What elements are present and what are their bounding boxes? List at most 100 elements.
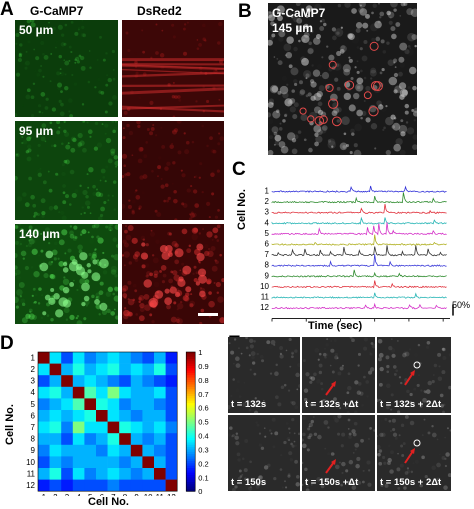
row-label: 9	[31, 446, 36, 455]
panel-a-letter: A	[0, 0, 14, 20]
heatmap-cell	[107, 363, 120, 376]
colorbar-step	[186, 391, 196, 395]
heatmap-cell	[38, 468, 50, 480]
col-label: 11	[156, 493, 165, 496]
trace-label-11: 11	[261, 292, 270, 301]
e-time-label: t = 150s + 2Δt	[380, 477, 442, 488]
e-time-label: t = 132s +Δt	[305, 399, 359, 410]
colorbar-step	[186, 410, 196, 413]
e-frame-1-2: t = 132s +Δt	[302, 337, 375, 413]
heatmap-cell	[96, 433, 108, 446]
heatmap-cell	[61, 386, 74, 399]
heatmap-cell	[72, 352, 85, 364]
heatmap-cell	[96, 456, 108, 469]
depth-label-50: 50 µm	[19, 23, 54, 37]
colorbar-step	[186, 400, 196, 404]
colorbar-step	[186, 481, 196, 485]
trace-cell-5	[271, 222, 447, 236]
colorbar-frame	[185, 351, 196, 492]
colorbar-tick-label: 0.2	[198, 459, 208, 468]
heatmap-cell	[49, 468, 62, 480]
colorbar-step	[186, 352, 196, 355]
heatmap-cell	[165, 433, 178, 446]
colorbar-step	[186, 421, 196, 425]
colorbar-step	[186, 465, 196, 469]
col-label: 5	[88, 493, 93, 496]
trace-label-2: 2	[265, 197, 270, 206]
col-label: 7	[111, 493, 116, 496]
colorbar-step	[186, 474, 196, 478]
colorbar-step	[186, 414, 196, 418]
e-time-label: t = 132s + 2Δt	[380, 399, 442, 410]
heatmap-cell	[49, 352, 62, 364]
heatmap-cell	[84, 375, 97, 388]
panel-a-col2-header: DsRed2	[137, 4, 182, 18]
colorbar-step	[186, 447, 196, 450]
heatmap-cell	[119, 456, 132, 469]
panel-c-xlabel: Time (sec)	[308, 320, 363, 332]
panel-c-traces: 123456789101112050100150200250	[260, 185, 454, 323]
heatmap-cell	[61, 398, 74, 411]
colorbar-step	[186, 470, 196, 474]
trace-label-7: 7	[265, 250, 270, 259]
heatmap-cell	[119, 386, 132, 399]
heatmap-cell	[154, 479, 166, 492]
e-frame-1-1: t = 132s	[228, 337, 300, 413]
heatmap-cell	[154, 456, 166, 469]
colorbar-step	[186, 370, 196, 374]
colorbar-step	[186, 428, 196, 432]
colorbar-tick-label: 0.8	[198, 376, 208, 385]
colorbar-step	[186, 451, 196, 455]
heatmap-cell	[49, 410, 62, 422]
colorbar-step	[186, 463, 196, 467]
colorbar-step	[186, 454, 196, 457]
heatmap-cell	[130, 433, 143, 446]
row-label: 10	[26, 458, 35, 467]
colorbar-step	[186, 461, 196, 464]
colorbar-step	[186, 442, 196, 446]
heatmap-cell	[49, 421, 62, 434]
e-time-label: t = 132s	[231, 399, 267, 410]
heatmap-cell	[165, 375, 178, 388]
heatmap-cell	[38, 479, 50, 492]
heatmap-cell	[142, 444, 155, 457]
heatmap-cell	[84, 421, 97, 434]
heatmap-cell	[84, 410, 97, 422]
panel-b-letter: B	[238, 1, 252, 22]
colorbar-step	[186, 449, 196, 453]
heatmap-cell	[61, 421, 74, 434]
trace-label-12: 12	[260, 303, 269, 312]
colorbar-tick-label: 0.6	[198, 404, 208, 413]
heatmap-cell	[130, 398, 143, 411]
heatmap-cell	[119, 421, 132, 434]
heatmap-cell	[154, 386, 166, 399]
heatmap-cell	[119, 363, 132, 376]
heatmap-cell	[72, 363, 85, 376]
colorbar-step	[186, 437, 196, 441]
trace-label-5: 5	[265, 229, 270, 238]
colorbar-step	[186, 412, 196, 416]
heatmap-cell	[38, 456, 50, 469]
trace-cell-8	[271, 254, 447, 267]
colorbar-step	[186, 358, 196, 362]
heatmap-cell	[107, 352, 120, 364]
colorbar-tick-label: 0.5	[198, 418, 208, 427]
colorbar-step	[186, 479, 196, 483]
heatmap-cell	[96, 363, 108, 376]
colorbar-step	[186, 372, 196, 376]
green-image-140: 140 µm	[15, 224, 118, 324]
scale-bar	[198, 313, 218, 316]
colorbar-step	[186, 354, 196, 358]
heatmap-cell	[142, 468, 155, 480]
heatmap-cell	[165, 456, 178, 469]
colorbar-step	[186, 477, 196, 481]
colorbar-step	[186, 377, 196, 381]
panel-d-xlabel: Cell No.	[88, 496, 129, 508]
heatmap-cell	[61, 410, 74, 422]
colorbar-tick-label: 0	[198, 487, 202, 496]
heatmap-cell	[154, 421, 166, 434]
heatmap-cell	[61, 433, 74, 446]
panel-a-col1-header: G-CaMP7	[30, 4, 84, 18]
heatmap-cell	[130, 375, 143, 388]
trace-label-3: 3	[265, 208, 270, 217]
